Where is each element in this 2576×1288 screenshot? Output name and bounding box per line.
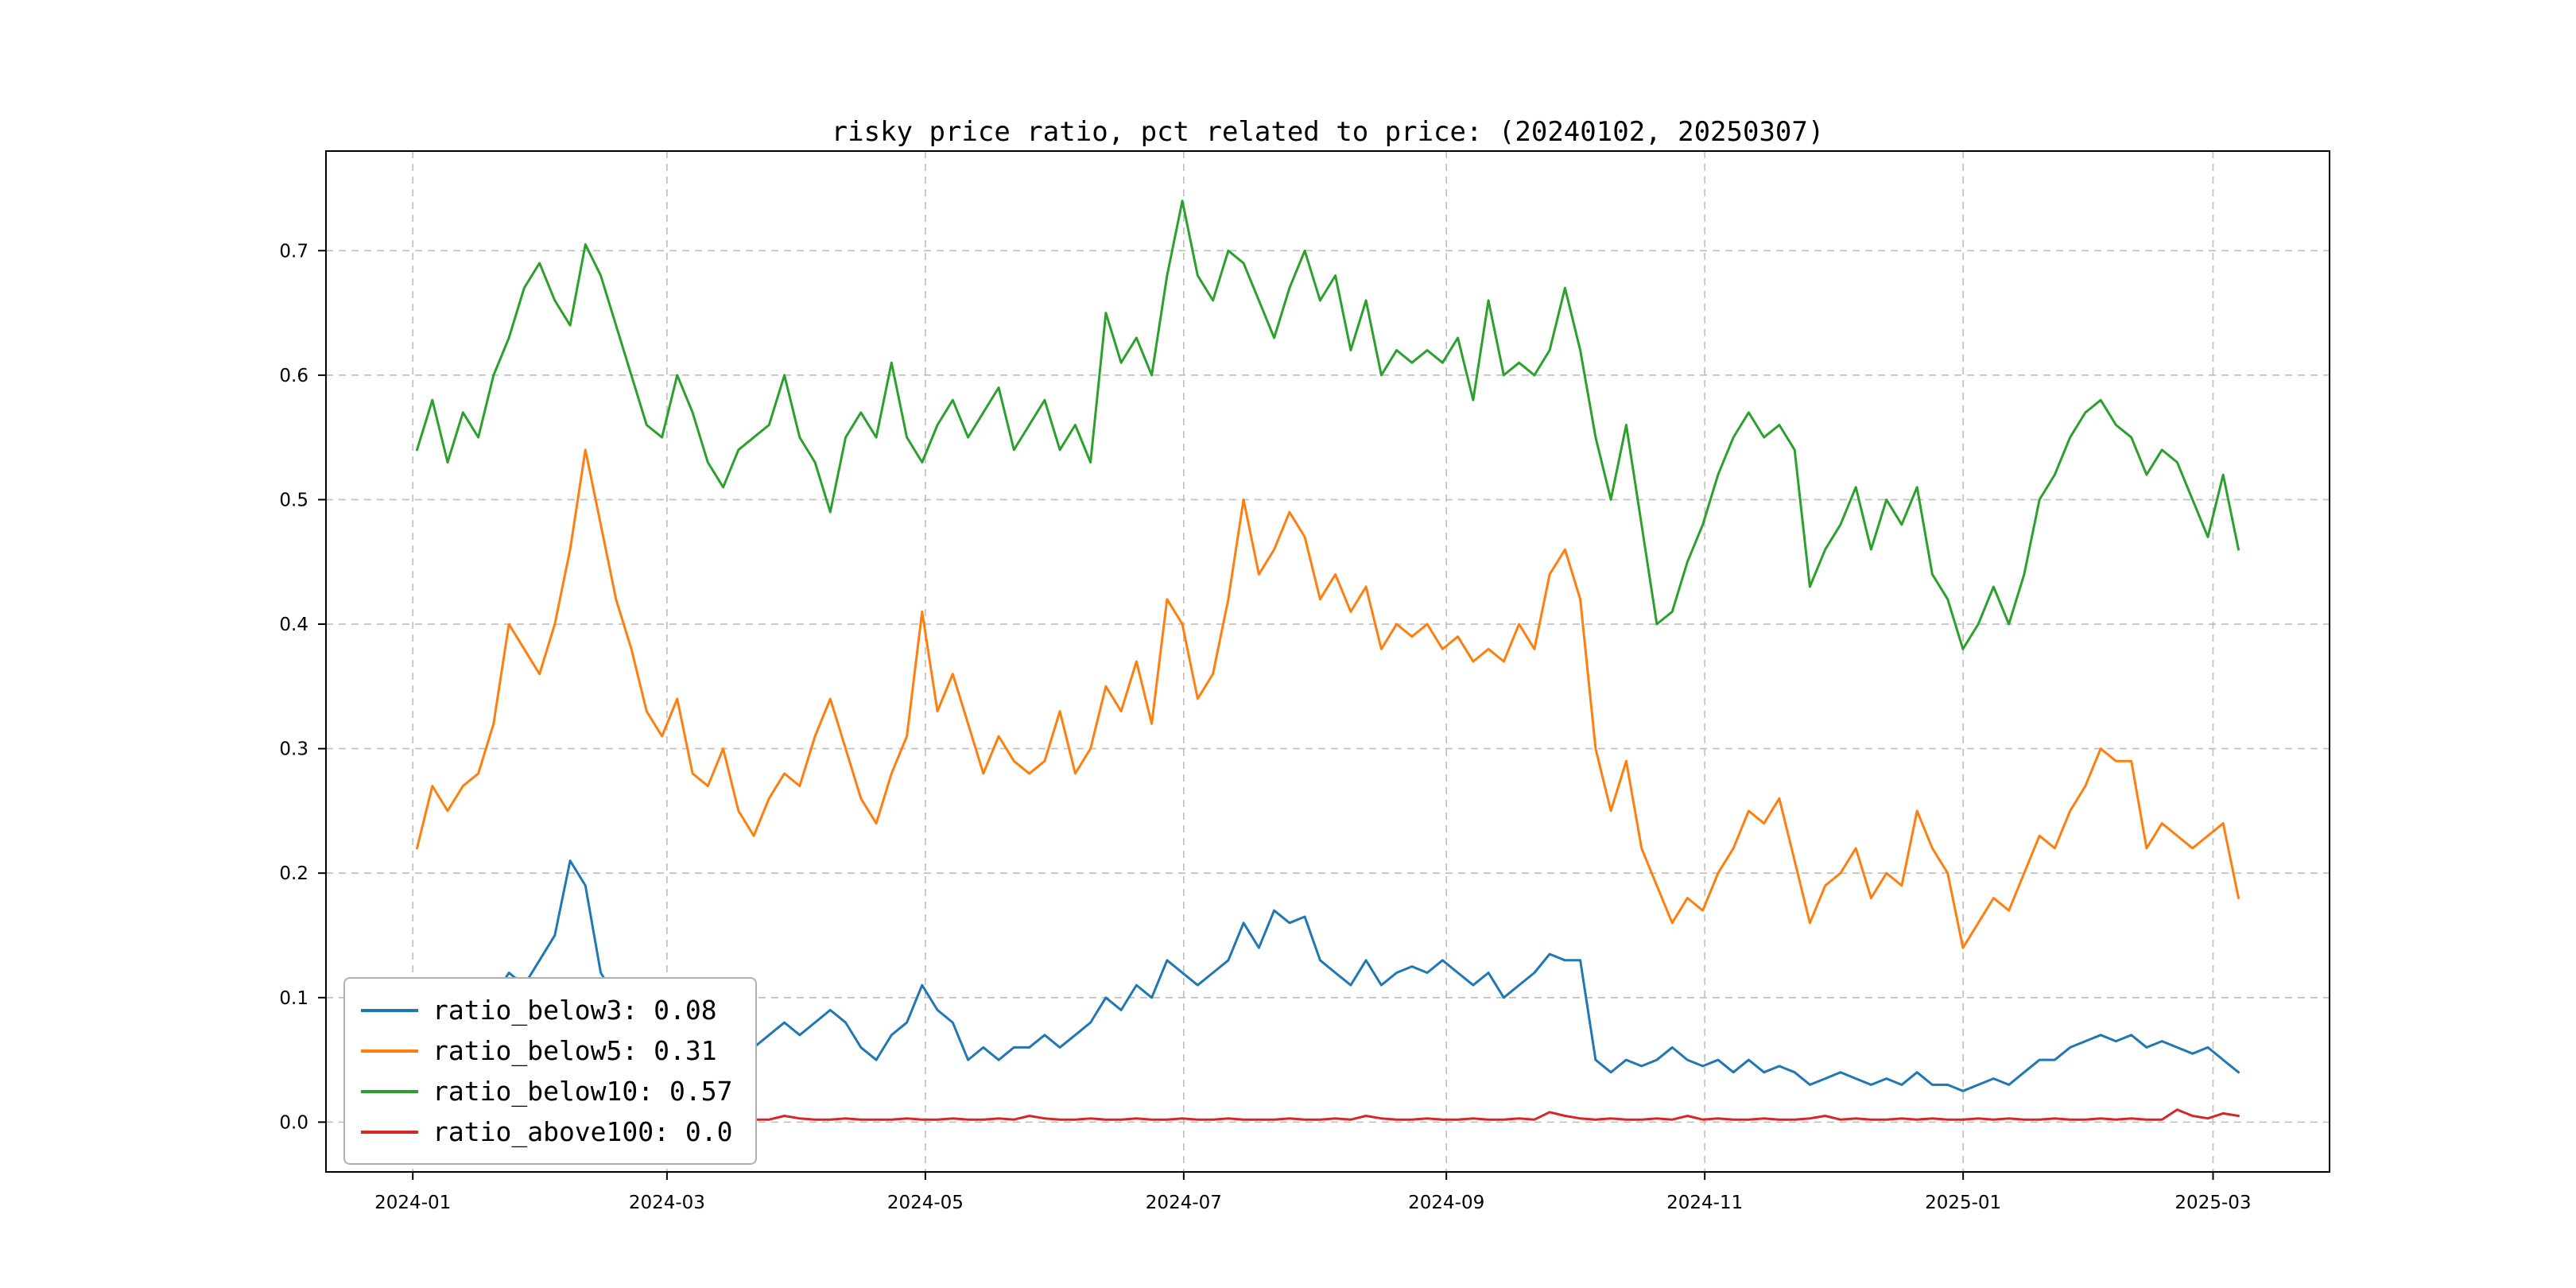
series-line-ratio_below10 <box>416 200 2240 650</box>
x-tick-label: 2024-05 <box>887 1193 964 1213</box>
y-tick-label: 0.5 <box>279 490 308 510</box>
axes-border <box>325 150 2330 1173</box>
legend-label: ratio_above100: 0.0 <box>433 1116 733 1147</box>
legend-label: ratio_below3: 0.08 <box>433 995 717 1026</box>
legend-entry-ratio-below3: ratio_below3: 0.08 <box>361 990 733 1030</box>
x-tick-label: 2024-09 <box>1408 1193 1484 1213</box>
legend-line-swatch-red <box>361 1130 418 1134</box>
x-tick-label: 2024-11 <box>1666 1193 1743 1213</box>
x-tick-label: 2024-03 <box>629 1193 705 1213</box>
legend-entry-ratio-above100: ratio_above100: 0.0 <box>361 1111 733 1152</box>
chart-title: risky price ratio, pct related to price:… <box>831 116 1825 148</box>
legend-label: ratio_below5: 0.31 <box>433 1035 717 1066</box>
y-tick-label: 0.7 <box>279 241 308 262</box>
y-tick-label: 0.1 <box>279 988 308 1009</box>
y-tick-label: 0.3 <box>279 739 308 760</box>
x-tick-label: 2025-03 <box>2174 1193 2251 1213</box>
legend-line-swatch-orange <box>361 1049 418 1053</box>
legend-label: ratio_below10: 0.57 <box>433 1076 733 1107</box>
series-line-ratio_below5 <box>416 448 2240 949</box>
legend-entry-ratio-below10: ratio_below10: 0.57 <box>361 1071 733 1111</box>
legend-line-swatch-blue <box>361 1008 418 1012</box>
legend-line-swatch-green <box>361 1089 418 1093</box>
x-tick-label: 2025-01 <box>1925 1193 2001 1213</box>
legend-entry-ratio-below5: ratio_below5: 0.31 <box>361 1030 733 1071</box>
y-tick-label: 0.4 <box>279 615 308 635</box>
x-tick-label: 2024-01 <box>374 1193 451 1213</box>
y-tick-label: 0.2 <box>279 863 308 884</box>
x-tick-label: 2024-07 <box>1146 1193 1222 1213</box>
y-tick-label: 0.0 <box>279 1112 308 1133</box>
y-tick-label: 0.6 <box>279 366 308 386</box>
legend: ratio_below3: 0.08 ratio_below5: 0.31 ra… <box>343 977 757 1165</box>
